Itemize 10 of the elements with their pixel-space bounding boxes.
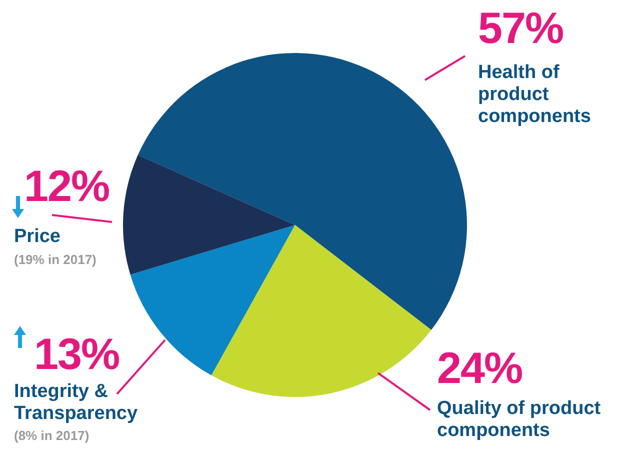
text: (19% in 2017) <box>14 252 96 267</box>
data-label: 57% <box>478 4 564 53</box>
text: (8% in 2017) <box>14 428 90 443</box>
slice-label: Health of product components <box>478 62 592 128</box>
data-label: 13% <box>34 330 120 379</box>
data-label: 12% <box>24 162 110 211</box>
slice-label: Price <box>14 226 62 248</box>
slice-label: Quality of product components <box>437 398 602 442</box>
data-label: 24% <box>437 344 522 393</box>
slice-label: Integrity & Transparency <box>14 381 139 425</box>
